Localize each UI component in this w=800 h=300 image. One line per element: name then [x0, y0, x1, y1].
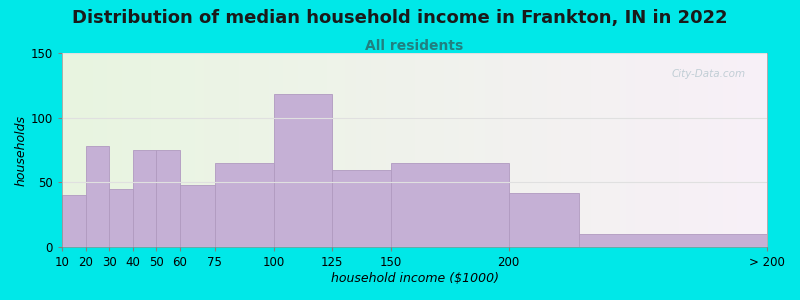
Y-axis label: households: households [15, 115, 28, 186]
Bar [86, 146, 109, 247]
Title: All residents: All residents [366, 39, 464, 53]
Text: Distribution of median household income in Frankton, IN in 2022: Distribution of median household income … [72, 9, 728, 27]
Bar [215, 163, 274, 247]
Bar [109, 189, 133, 247]
Text: City-Data.com: City-Data.com [672, 68, 746, 79]
Bar [579, 234, 767, 247]
Bar [156, 150, 179, 247]
Bar [179, 185, 215, 247]
Bar [391, 163, 509, 247]
Bar [509, 193, 579, 247]
Bar [274, 94, 332, 247]
Bar [62, 195, 86, 247]
Bar [133, 150, 156, 247]
Bar [332, 169, 391, 247]
X-axis label: household income ($1000): household income ($1000) [330, 272, 498, 285]
